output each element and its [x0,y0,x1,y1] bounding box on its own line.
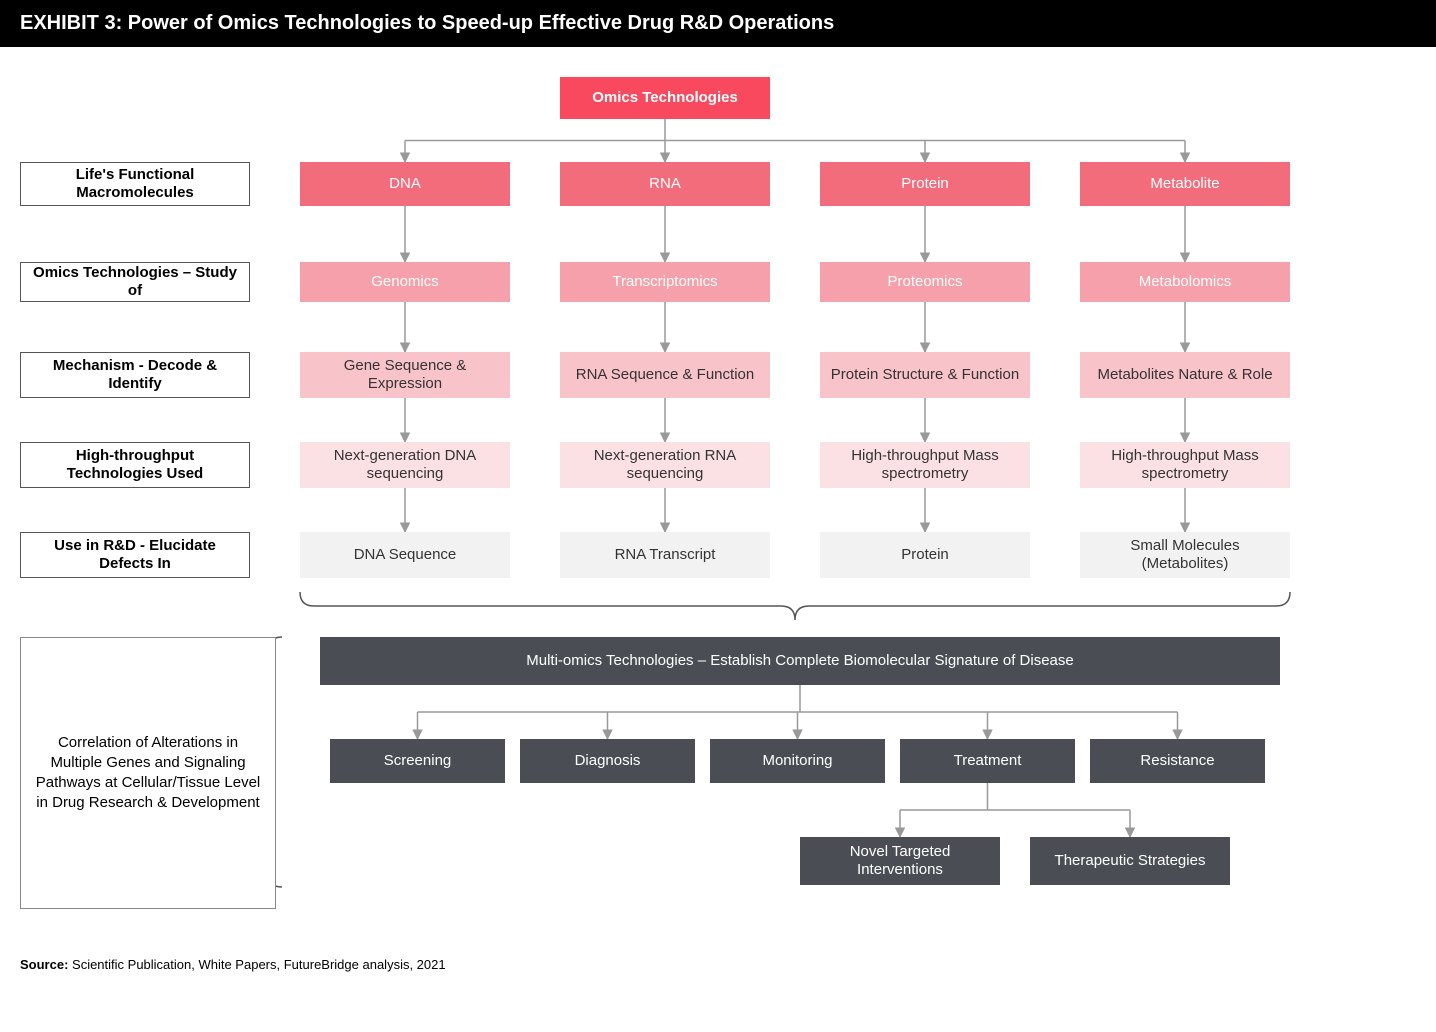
exhibit-title: EXHIBIT 3: Power of Omics Technologies t… [0,0,1436,47]
cell-3-0: Metabolite [1080,162,1290,206]
flowchart-diagram: Omics Technologies Life's Functional Macr… [0,47,1436,1027]
root-node: Omics Technologies [560,77,770,119]
cell-1-2: RNA Sequence & Function [560,352,770,398]
cell-1-0: RNA [560,162,770,206]
cell-0-2: Gene Sequence & Expression [300,352,510,398]
cell-1-1: Transcriptomics [560,262,770,302]
application-resistance: Resistance [1090,739,1265,783]
row-label-0: Life's Functional Macromolecules [20,162,250,206]
cell-3-4: Small Molecules (Metabolites) [1080,532,1290,578]
cell-1-4: RNA Transcript [560,532,770,578]
application-screening: Screening [330,739,505,783]
application-diagnosis: Diagnosis [520,739,695,783]
cell-2-3: High-throughput Mass spectrometry [820,442,1030,488]
cell-3-2: Metabolites Nature & Role [1080,352,1290,398]
row-label-4: Use in R&D - Elucidate Defects In [20,532,250,578]
cell-2-4: Protein [820,532,1030,578]
row-label-1: Omics Technologies – Study of [20,262,250,302]
source-citation: Source: Scientific Publication, White Pa… [20,957,446,972]
row-label-3: High-throughput Technologies Used [20,442,250,488]
treatment-sub-0: Novel Targeted Interventions [800,837,1000,885]
row-label-2: Mechanism - Decode & Identify [20,352,250,398]
multi-omics-header: Multi-omics Technologies – Establish Com… [320,637,1280,685]
cell-3-1: Metabolomics [1080,262,1290,302]
cell-2-0: Protein [820,162,1030,206]
cell-1-3: Next-generation RNA sequencing [560,442,770,488]
cell-0-4: DNA Sequence [300,532,510,578]
multi-omics-description: Correlation of Alterations in Multiple G… [20,637,276,909]
cell-0-1: Genomics [300,262,510,302]
cell-0-3: Next-generation DNA sequencing [300,442,510,488]
application-treatment: Treatment [900,739,1075,783]
treatment-sub-1: Therapeutic Strategies [1030,837,1230,885]
cell-2-2: Protein Structure & Function [820,352,1030,398]
cell-2-1: Proteomics [820,262,1030,302]
cell-0-0: DNA [300,162,510,206]
cell-3-3: High-throughput Mass spectrometry [1080,442,1290,488]
application-monitoring: Monitoring [710,739,885,783]
